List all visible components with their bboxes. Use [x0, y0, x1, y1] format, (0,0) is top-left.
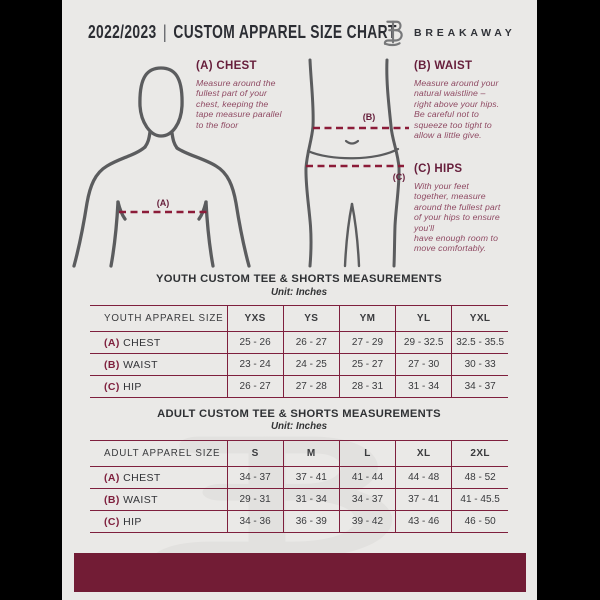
- row-label: CHEST: [123, 471, 161, 484]
- adult-waist-2xl: 41 - 45.5: [451, 488, 508, 511]
- hip-contour-line: [306, 147, 400, 160]
- youth-hip-yxs: 26 - 27: [226, 375, 284, 398]
- navel-mark: [344, 139, 360, 145]
- adult-chest-s: 34 - 37: [226, 466, 284, 489]
- youth-table-title: YOUTH CUSTOM TEE & SHORTS MEASUREMENTS: [156, 273, 442, 285]
- youth-waist-row: (B) WAIST 23 - 24 24 - 25 25 - 27 27 - 3…: [90, 353, 508, 376]
- page-title: 2022/2023 | CUSTOM APPAREL SIZE CHART: [88, 22, 397, 43]
- adult-size-l: L: [338, 440, 396, 467]
- youth-size-table: YOUTH APPAREL SIZE YXS YS YM YL YXL (A) …: [90, 305, 508, 398]
- chest-guide: (A) CHEST Measure around the fullest par…: [196, 60, 306, 130]
- adult-size-label: ADULT APPAREL SIZE: [90, 440, 228, 467]
- row-prefix: (A): [104, 336, 120, 349]
- chest-guide-text: Measure around the fullest part of your …: [196, 78, 282, 130]
- youth-hip-ys: 27 - 28: [282, 375, 340, 398]
- adult-waist-l: 34 - 37: [338, 488, 396, 511]
- row-prefix: (B): [104, 493, 120, 506]
- waist-guide-heading: (B) WAIST: [414, 60, 473, 72]
- youth-waist-ym: 25 - 27: [338, 353, 396, 376]
- adult-waist-m: 31 - 34: [282, 488, 340, 511]
- row-label: HIP: [123, 380, 142, 393]
- measurement-diagram: (A) (B) (C): [72, 58, 409, 268]
- adult-waist-xl: 37 - 41: [395, 488, 452, 511]
- adult-hip-row: (C) HIP 34 - 36 36 - 39 39 - 42 43 - 46 …: [90, 510, 508, 533]
- hips-guide-heading: (C) HIPS: [414, 163, 463, 175]
- season-year: 2022/2023: [88, 22, 157, 43]
- adult-size-table: ADULT APPAREL SIZE S M L XL 2XL (A) CHES…: [90, 440, 508, 533]
- youth-header-row: YOUTH APPAREL SIZE YXS YS YM YL YXL: [90, 305, 508, 332]
- row-prefix: (A): [104, 471, 120, 484]
- row-prefix: (C): [104, 515, 120, 528]
- youth-hip-yl: 31 - 34: [395, 375, 452, 398]
- adult-chest-l: 41 - 44: [338, 466, 396, 489]
- adult-size-s: S: [226, 440, 284, 467]
- youth-waist-yxl: 30 - 33: [451, 353, 508, 376]
- row-label: HIP: [123, 515, 142, 528]
- title-separator: |: [162, 22, 167, 43]
- adult-waist-row: (B) WAIST 29 - 31 31 - 34 34 - 37 37 - 4…: [90, 488, 508, 511]
- row-label: WAIST: [123, 358, 158, 371]
- youth-size-ym: YM: [338, 305, 396, 332]
- youth-waist-yl: 27 - 30: [395, 353, 452, 376]
- chart-title: CUSTOM APPAREL SIZE CHART: [173, 22, 397, 43]
- youth-chest-yxl: 32.5 - 35.5: [451, 331, 508, 354]
- adult-chest-xl: 44 - 48: [395, 466, 452, 489]
- youth-chest-yxs: 25 - 26: [226, 331, 284, 354]
- hips-guide-text: With your feet together, measure around …: [414, 181, 501, 254]
- row-label: CHEST: [123, 336, 161, 349]
- row-prefix: (C): [104, 380, 120, 393]
- adult-header-row: ADULT APPAREL SIZE S M L XL 2XL: [90, 440, 508, 467]
- youth-waist-ys: 24 - 25: [282, 353, 340, 376]
- youth-chest-row: (A) CHEST 25 - 26 26 - 27 27 - 29 29 - 3…: [90, 331, 508, 354]
- row-label: WAIST: [123, 493, 158, 506]
- footer-accent-bar: [74, 553, 526, 592]
- hips-line-label: (C): [393, 172, 406, 182]
- youth-size-yxl: YXL: [451, 305, 508, 332]
- hips-guide: (C) HIPS With your feet together, measur…: [414, 163, 536, 254]
- youth-hip-yxl: 34 - 37: [451, 375, 508, 398]
- adult-hip-l: 39 - 42: [338, 510, 396, 533]
- chest-line-label: (A): [157, 198, 170, 208]
- adult-hip-2xl: 46 - 50: [451, 510, 508, 533]
- adult-chest-m: 37 - 41: [282, 466, 340, 489]
- youth-size-label: YOUTH APPAREL SIZE: [90, 305, 228, 332]
- row-prefix: (B): [104, 358, 120, 371]
- youth-chest-yl: 29 - 32.5: [395, 331, 452, 354]
- waist-guide-text: Measure around your natural waistline – …: [414, 78, 500, 141]
- chest-guide-heading: (A) CHEST: [196, 60, 257, 72]
- youth-table-unit: Unit: Inches: [270, 287, 328, 298]
- adult-size-xl: XL: [395, 440, 452, 467]
- waist-line-label: (B): [363, 112, 376, 122]
- breakaway-monogram-icon: [383, 20, 403, 47]
- youth-size-yxs: YXS: [226, 305, 284, 332]
- adult-chest-row: (A) CHEST 34 - 37 37 - 41 41 - 44 44 - 4…: [90, 466, 508, 489]
- chest-figure: [72, 66, 251, 268]
- size-chart-page: 2022/2023 | CUSTOM APPAREL SIZE CHART BREA…: [62, 0, 537, 600]
- youth-waist-yxs: 23 - 24: [226, 353, 284, 376]
- brand-name: BREAKAWAY: [414, 27, 516, 39]
- waist-hips-figure: [304, 58, 401, 268]
- adult-table-title: ADULT CUSTOM TEE & SHORTS MEASUREMENTS: [157, 408, 441, 420]
- adult-chest-2xl: 48 - 52: [451, 466, 508, 489]
- youth-size-ys: YS: [282, 305, 340, 332]
- youth-chest-ys: 26 - 27: [282, 331, 340, 354]
- adult-waist-s: 29 - 31: [226, 488, 284, 511]
- adult-table-unit: Unit: Inches: [270, 421, 328, 432]
- youth-hip-row: (C) HIP 26 - 27 27 - 28 28 - 31 31 - 34 …: [90, 375, 508, 398]
- adult-size-m: M: [282, 440, 340, 467]
- youth-chest-ym: 27 - 29: [338, 331, 396, 354]
- brand-logo: BREAKAWAY: [380, 18, 516, 48]
- adult-hip-xl: 43 - 46: [395, 510, 452, 533]
- waist-guide: (B) WAIST Measure around your natural wa…: [414, 60, 536, 140]
- youth-hip-ym: 28 - 31: [338, 375, 396, 398]
- adult-hip-m: 36 - 39: [282, 510, 340, 533]
- adult-size-2xl: 2XL: [451, 440, 508, 467]
- adult-hip-s: 34 - 36: [226, 510, 284, 533]
- youth-size-yl: YL: [395, 305, 452, 332]
- figure-head: [138, 66, 184, 138]
